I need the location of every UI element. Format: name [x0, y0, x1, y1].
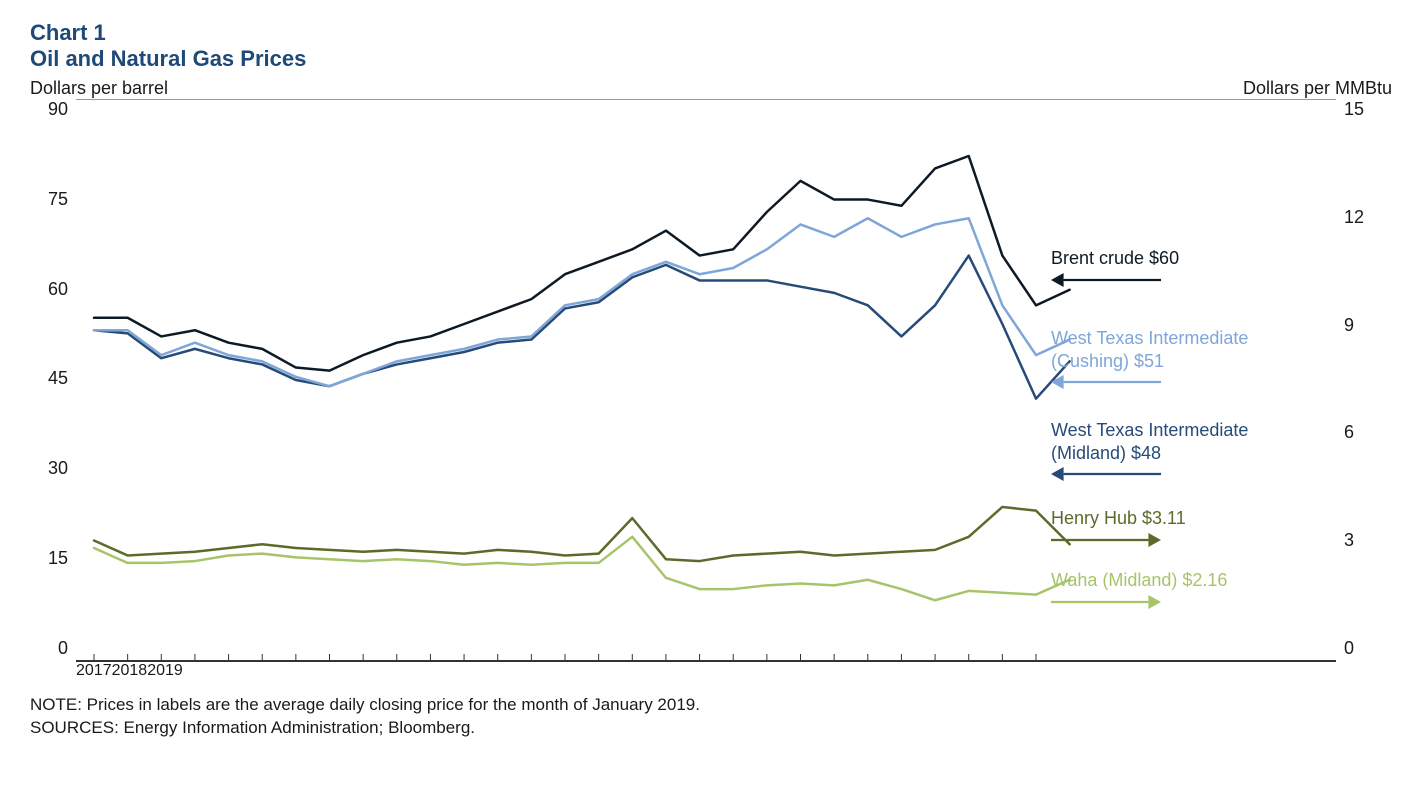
y-tick-right: 9 — [1344, 315, 1388, 336]
note-line: NOTE: Prices in labels are the average d… — [30, 694, 1392, 717]
legend-label: Brent crude $60 — [1051, 247, 1179, 270]
chart-root: Chart 1 Oil and Natural Gas Prices Dolla… — [30, 20, 1392, 740]
y-axis-left-label: Dollars per barrel — [30, 78, 168, 99]
y-tick-left: 45 — [30, 368, 68, 389]
y-tick-left: 60 — [30, 279, 68, 300]
arrow-right-icon — [1051, 533, 1161, 547]
chart-number: Chart 1 — [30, 20, 1392, 46]
legend-label: Henry Hub $3.11 — [1051, 507, 1186, 530]
x-ticks: 201720182019 — [76, 662, 1336, 684]
legend-wti_midland: West Texas Intermediate (Midland) $48 — [1051, 419, 1321, 487]
sources-line: SOURCES: Energy Information Administrati… — [30, 717, 1392, 740]
x-tick: 2017 — [76, 662, 112, 679]
arrow-right-icon — [1051, 595, 1161, 609]
x-tick: 2018 — [112, 662, 148, 679]
legend-label: West Texas Intermediate (Cushing) $51 — [1051, 327, 1321, 372]
footnotes: NOTE: Prices in labels are the average d… — [30, 694, 1392, 740]
y-tick-left: 75 — [30, 189, 68, 210]
arrow-left-icon — [1051, 467, 1161, 481]
legend-label: Waha (Midland) $2.16 — [1051, 569, 1227, 592]
axis-labels: Dollars per barrel Dollars per MMBtu — [30, 78, 1392, 99]
y-tick-left: 90 — [30, 99, 68, 120]
y-tick-left: 15 — [30, 548, 68, 569]
arrow-left-icon — [1051, 375, 1161, 389]
legend-wti_cushing: West Texas Intermediate (Cushing) $51 — [1051, 327, 1321, 395]
legend-waha: Waha (Midland) $2.16 — [1051, 569, 1227, 614]
y-tick-left: 30 — [30, 458, 68, 479]
legend-brent: Brent crude $60 — [1051, 247, 1179, 292]
y-ticks-right: 15 12 9 6 3 0 — [1336, 99, 1388, 659]
y-ticks-left: 90 75 60 45 30 15 0 — [30, 99, 76, 659]
plot-container: 201720182019 Brent crude $60 West Texas I… — [76, 99, 1336, 684]
y-tick-right: 3 — [1344, 530, 1388, 551]
y-tick-right: 12 — [1344, 207, 1388, 228]
title-block: Chart 1 Oil and Natural Gas Prices — [30, 20, 1392, 72]
y-tick-right: 0 — [1344, 638, 1388, 659]
y-tick-right: 6 — [1344, 422, 1388, 443]
x-tick: 2019 — [147, 662, 183, 679]
arrow-left-icon — [1051, 273, 1161, 287]
legend-label: West Texas Intermediate (Midland) $48 — [1051, 419, 1321, 464]
y-tick-right: 15 — [1344, 99, 1388, 120]
chart-title: Oil and Natural Gas Prices — [30, 46, 1392, 72]
y-tick-left: 0 — [30, 638, 68, 659]
y-axis-right-label: Dollars per MMBtu — [1243, 78, 1392, 99]
legend-henry_hub: Henry Hub $3.11 — [1051, 507, 1186, 552]
plot-row: 9075604530150 201720182019 Brent crude $… — [30, 99, 1392, 684]
